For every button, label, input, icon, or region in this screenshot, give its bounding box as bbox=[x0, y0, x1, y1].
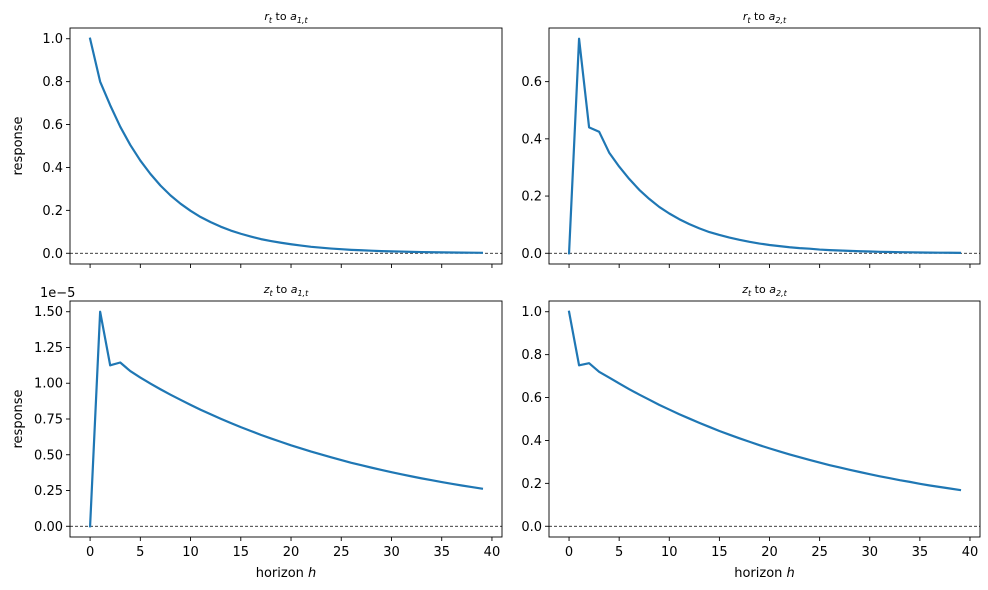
y-tick-label: 1.25 bbox=[34, 341, 63, 356]
x-tick-label: 20 bbox=[283, 545, 300, 560]
x-axis-label: horizon h bbox=[256, 566, 317, 581]
panel-4: 0.0 0.2 0.4 0.6 0.8 1.0 0 5 10 15 20 25 30 35 40 zt to … bbox=[521, 283, 981, 581]
y-tick-label: 0.6 bbox=[521, 75, 542, 90]
y-tick-label: 0.25 bbox=[34, 484, 63, 499]
y-tick-label: 1.50 bbox=[34, 305, 63, 320]
x-tick-label: 5 bbox=[615, 545, 623, 560]
y-tick-label: 0.0 bbox=[521, 520, 542, 535]
y-offset-text: 1e−5 bbox=[40, 286, 75, 301]
x-tick-label: 30 bbox=[383, 545, 400, 560]
x-tick-label: 5 bbox=[136, 545, 144, 560]
y-tick-label: 0.8 bbox=[521, 348, 542, 363]
axes-frame bbox=[69, 300, 503, 538]
response-line bbox=[88, 310, 484, 528]
y-tick-label: 0.0 bbox=[521, 247, 542, 262]
x-tick-label: 10 bbox=[661, 545, 678, 560]
y-tick-label: 0.6 bbox=[42, 118, 63, 133]
y-tick-label: 0.2 bbox=[521, 477, 542, 492]
panel-title: rt to a1,t bbox=[264, 10, 308, 25]
x-tick-label: 0 bbox=[565, 545, 573, 560]
y-tick-label: 0.0 bbox=[42, 247, 63, 262]
response-line bbox=[567, 310, 962, 492]
y-tick-label: 0.00 bbox=[34, 520, 63, 535]
x-axis-label: horizon h bbox=[734, 566, 795, 581]
axes-frame bbox=[69, 27, 503, 265]
axes-frame bbox=[548, 27, 981, 265]
x-tick-label: 35 bbox=[433, 545, 450, 560]
y-tick-label: 1.0 bbox=[42, 32, 63, 47]
y-tick-label: 0.4 bbox=[42, 161, 63, 176]
x-tick-label: 30 bbox=[861, 545, 878, 560]
panel-2: 0.0 0.2 0.4 0.6 rt to a2,t bbox=[521, 10, 981, 268]
y-tick-label: 0.6 bbox=[521, 391, 542, 406]
panel-title: rt to a2,t bbox=[743, 10, 787, 25]
x-tick-label: 0 bbox=[86, 545, 94, 560]
y-axis-label: response bbox=[11, 116, 26, 175]
panel-title: zt to a2,t bbox=[741, 283, 787, 298]
x-tick-label: 35 bbox=[912, 545, 929, 560]
x-tick-label: 25 bbox=[811, 545, 828, 560]
y-tick-label: 0.75 bbox=[34, 413, 63, 428]
response-line bbox=[567, 37, 962, 255]
y-tick-label: 0.2 bbox=[42, 204, 63, 219]
x-tick-label: 40 bbox=[484, 545, 501, 560]
x-tick-label: 15 bbox=[233, 545, 250, 560]
y-tick-label: 0.50 bbox=[34, 448, 63, 463]
x-tick-label: 20 bbox=[761, 545, 778, 560]
panel-1: 0.0 0.2 0.4 0.6 0.8 1.0 rt to a1,t response bbox=[11, 10, 503, 268]
axes-frame bbox=[548, 300, 981, 538]
response-line bbox=[88, 37, 484, 254]
y-tick-label: 1.0 bbox=[521, 305, 542, 320]
x-tick-label: 10 bbox=[182, 545, 199, 560]
y-tick-label: 0.4 bbox=[521, 132, 542, 147]
panel-3: 0.00 0.25 0.50 0.75 1.00 1.25 1.50 0 5 10 15 20 25 30… bbox=[11, 283, 503, 581]
y-tick-label: 0.4 bbox=[521, 434, 542, 449]
x-tick-label: 25 bbox=[333, 545, 350, 560]
y-axis-label: response bbox=[11, 389, 26, 448]
panel-title: zt to a1,t bbox=[263, 283, 309, 298]
y-tick-label: 1.00 bbox=[34, 377, 63, 392]
x-tick-label: 15 bbox=[711, 545, 728, 560]
y-tick-label: 0.2 bbox=[521, 190, 542, 205]
x-tick-label: 40 bbox=[962, 545, 979, 560]
y-tick-label: 0.8 bbox=[42, 75, 63, 90]
